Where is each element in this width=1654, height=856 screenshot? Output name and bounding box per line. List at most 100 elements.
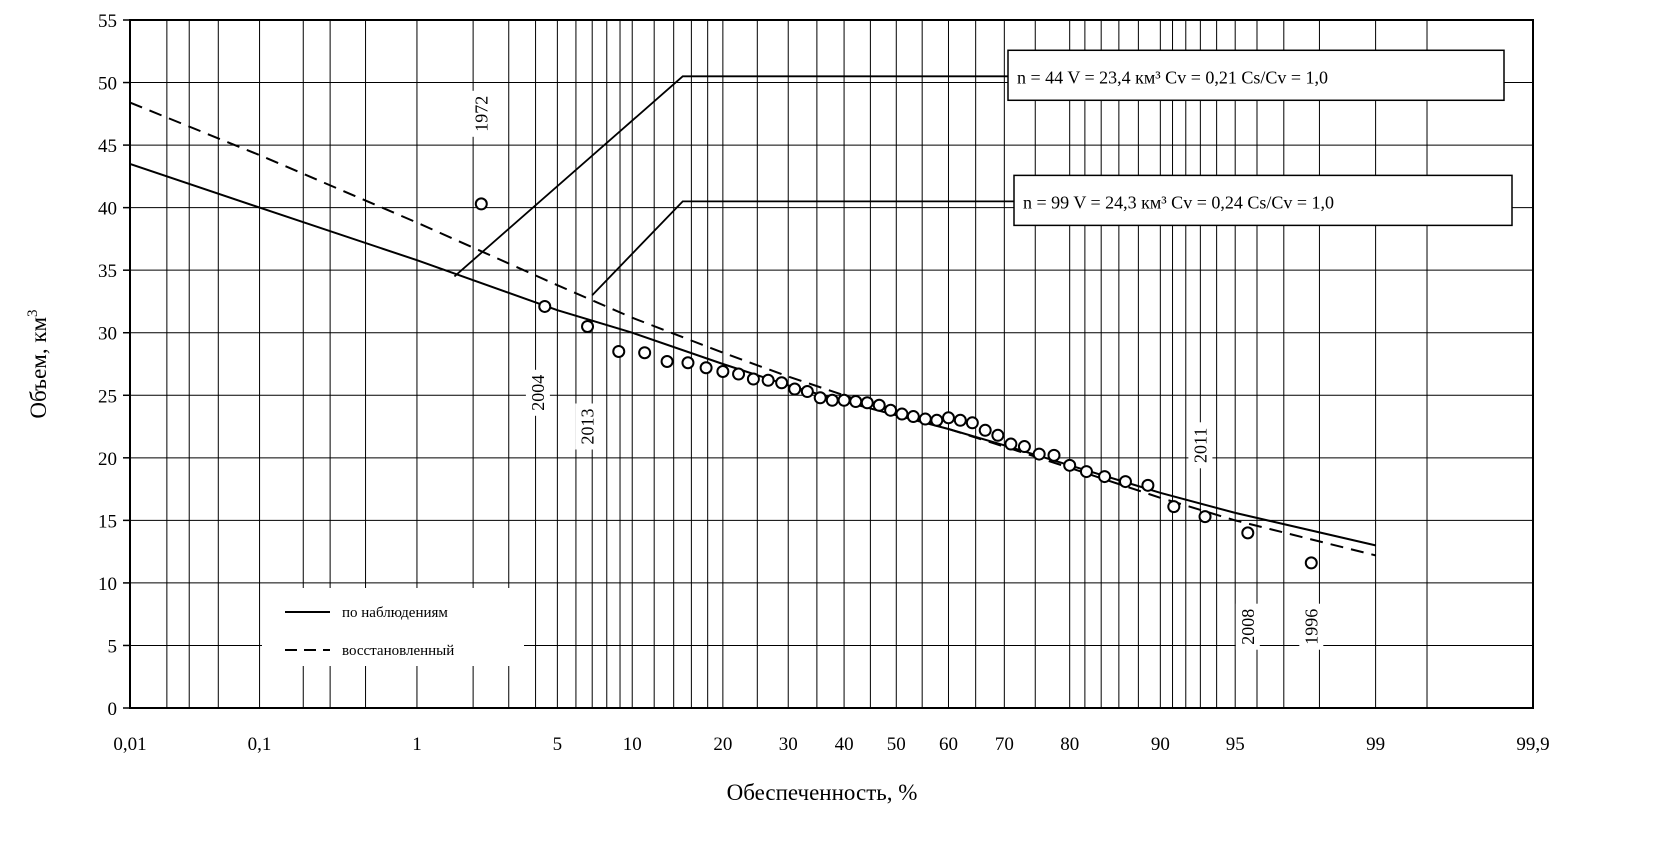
y-tick-label: 30 xyxy=(98,324,117,345)
year-label-bg xyxy=(575,403,600,450)
observed-point xyxy=(1032,447,1046,461)
observed-point xyxy=(837,393,851,407)
year-label-text: 2004 xyxy=(528,375,548,411)
year-label: 2013 xyxy=(575,403,600,450)
y-tick-label: 5 xyxy=(108,636,118,657)
observed-point xyxy=(978,423,992,437)
year-label-text: 2011 xyxy=(1190,428,1210,463)
observed-point xyxy=(1304,556,1318,570)
year-label: 2011 xyxy=(1188,422,1213,469)
observed-point xyxy=(761,373,775,387)
x-tick-label: 10 xyxy=(623,734,642,755)
x-tick-label: 5 xyxy=(553,734,563,755)
x-tick-label: 90 xyxy=(1151,734,1170,755)
y-tick-label: 15 xyxy=(98,511,117,532)
y-tick-label: 0 xyxy=(108,699,118,720)
callout-line xyxy=(591,200,1014,296)
year-labels: 1972 2004 2013 2011 2008 1996 xyxy=(469,90,1324,650)
x-tick-label: 20 xyxy=(713,734,732,755)
y-axis-title-main: Объем, км xyxy=(26,316,51,418)
observed-point xyxy=(1047,448,1061,462)
observed-point xyxy=(638,346,652,360)
legend-box xyxy=(262,588,524,666)
observed-point xyxy=(538,299,552,313)
year-label: 2004 xyxy=(525,369,550,416)
observed-point xyxy=(1017,440,1031,454)
observed-point xyxy=(716,365,730,379)
callout-text: n = 44 V = 23,4 км³ Cv = 0,21 Cs/Cv = 1,… xyxy=(1017,67,1328,87)
y-tick-label: 20 xyxy=(98,449,117,470)
x-tick-label: 80 xyxy=(1060,734,1079,755)
year-label: 1996 xyxy=(1299,603,1324,650)
observed-point xyxy=(1118,475,1132,489)
observed-point xyxy=(918,412,932,426)
y-tick-label: 55 xyxy=(98,11,117,32)
year-label-text: 1996 xyxy=(1301,609,1321,645)
observed-point xyxy=(681,356,695,370)
year-label: 1972 xyxy=(469,90,494,137)
observed-point xyxy=(953,413,967,427)
observed-point xyxy=(732,367,746,381)
observed-point xyxy=(1063,458,1077,472)
observed-point xyxy=(746,372,760,386)
y-tick-label: 25 xyxy=(98,386,117,407)
x-tick-label: 1 xyxy=(412,734,422,755)
y-tick-label: 35 xyxy=(98,261,117,282)
annotations-layer: n = 44 V = 23,4 км³ Cv = 0,21 Cs/Cv = 1,… xyxy=(453,49,1513,296)
callout-line xyxy=(453,75,1008,278)
callout-box xyxy=(1013,174,1513,227)
year-label: 2008 xyxy=(1235,603,1260,650)
observed-point xyxy=(906,410,920,424)
observed-point xyxy=(699,361,713,375)
year-label-bg xyxy=(469,90,494,137)
observed-point xyxy=(813,391,827,405)
year-label-bg xyxy=(1235,603,1260,650)
observed-point xyxy=(1141,478,1155,492)
year-label-text: 1972 xyxy=(471,96,491,132)
observed-point xyxy=(895,407,909,421)
observed-point xyxy=(1198,510,1212,524)
x-tick-label: 99,9 xyxy=(1516,734,1549,755)
y-axis-title-superscript: 3 xyxy=(25,309,41,317)
year-label-bg xyxy=(1188,422,1213,469)
callout-box xyxy=(1007,49,1505,102)
year-label-text: 2013 xyxy=(578,409,598,445)
legend-label-observed: по наблюдениям xyxy=(342,605,448,621)
restored-curve xyxy=(129,101,1376,557)
observed-points xyxy=(474,197,1318,570)
year-label-text: 2008 xyxy=(1238,609,1258,645)
observed-point xyxy=(800,385,814,399)
x-tick-label: 0,1 xyxy=(248,734,272,755)
y-tick-label: 10 xyxy=(98,574,117,595)
x-tick-label: 99 xyxy=(1366,734,1385,755)
observed-point xyxy=(849,395,863,409)
observed-point xyxy=(474,197,488,211)
y-axis-title: Объем, км3 xyxy=(25,309,51,418)
x-tick-label: 40 xyxy=(835,734,854,755)
legend: по наблюдениям восстановленный xyxy=(262,588,524,666)
observed-point xyxy=(1098,470,1112,484)
observed-point xyxy=(660,354,674,368)
callout-text: n = 99 V = 24,3 км³ Cv = 0,24 Cs/Cv = 1,… xyxy=(1023,192,1334,212)
observed-point xyxy=(860,396,874,410)
observed-point xyxy=(941,411,955,425)
observed-point xyxy=(1241,526,1255,540)
x-tick-label: 0,01 xyxy=(113,734,146,755)
observed-point xyxy=(825,393,839,407)
legend-label-restored: восстановленный xyxy=(342,643,454,659)
observed-point xyxy=(775,376,789,390)
x-axis-title: Обеспеченность, % xyxy=(727,780,918,805)
observed-point xyxy=(872,398,886,412)
observed-point xyxy=(1079,465,1093,479)
y-tick-label: 50 xyxy=(98,74,117,95)
x-tick-label: 50 xyxy=(887,734,906,755)
x-tick-label: 30 xyxy=(779,734,798,755)
observed-point xyxy=(884,403,898,417)
y-tick-label: 45 xyxy=(98,136,117,157)
year-label-bg xyxy=(525,369,550,416)
year-label-bg xyxy=(1299,603,1324,650)
y-tick-label: 40 xyxy=(98,199,117,220)
x-tick-label: 95 xyxy=(1226,734,1245,755)
